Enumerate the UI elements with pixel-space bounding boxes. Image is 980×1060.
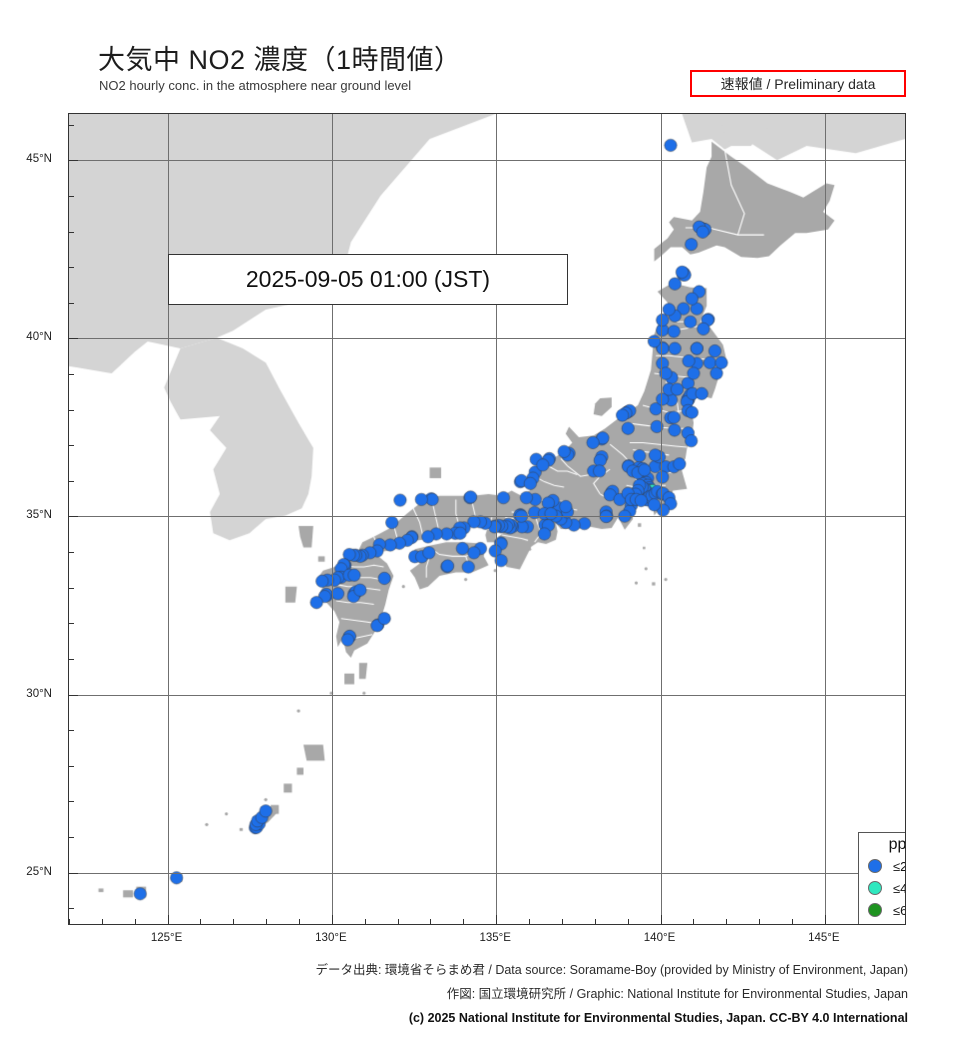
graticule-meridian [496, 114, 498, 924]
y-axis-labels: 45°N 40°N 35°N 30°N 25°N [0, 113, 62, 925]
x-axis-tick [200, 919, 202, 924]
x-axis-tick [364, 919, 366, 924]
legend-row: ≤40 [859, 877, 905, 899]
y-axis-tick [69, 302, 74, 304]
y-axis-tick [69, 587, 74, 589]
graticule-parallel [69, 516, 905, 518]
x-axis-tick [627, 919, 629, 924]
y-axis-tick [69, 231, 74, 233]
x-axis-tick [529, 919, 531, 924]
x-axis-tick [101, 919, 103, 924]
graticule-meridian [331, 114, 333, 924]
y-axis-tick [69, 623, 74, 625]
x-axis-tick [167, 915, 169, 924]
map-canvas [69, 114, 905, 924]
legend-label: ≤100 [893, 925, 906, 926]
x-axis-tick [693, 919, 695, 924]
x-axis-tick [726, 919, 728, 924]
legend-color-dot [868, 903, 882, 917]
x-axis-tick [266, 919, 268, 924]
timestamp-box: 2025-09-05 01:00 (JST) [168, 254, 568, 305]
y-axis-tick [69, 338, 78, 340]
x-axis-tick [759, 919, 761, 924]
y-axis-tick [69, 694, 78, 696]
legend-label: ≤40 [893, 880, 905, 896]
graticule-parallel [69, 694, 905, 696]
x-axis-label: 140°E [643, 932, 676, 944]
y-axis-tick [69, 836, 74, 838]
graticule-meridian [660, 114, 662, 924]
page-subtitle: NO2 hourly conc. in the atmosphere near … [99, 78, 412, 93]
y-axis-label: 25°N [26, 865, 52, 878]
x-axis-label: 130°E [315, 932, 347, 944]
graticule-meridian [167, 114, 169, 924]
graticule-meridian [824, 114, 826, 924]
x-axis-tick [233, 919, 235, 924]
x-axis-tick [331, 915, 333, 924]
preliminary-data-badge: 速報値 / Preliminary data [690, 70, 906, 97]
y-axis-tick [69, 552, 74, 554]
x-axis-tick [430, 919, 432, 924]
y-axis-tick [69, 409, 74, 411]
graticule-parallel [69, 338, 905, 340]
x-axis-tick [134, 919, 136, 924]
legend-row: ≤60 [859, 899, 905, 921]
y-axis-tick [69, 658, 74, 660]
map-plot-area[interactable]: 2025-09-05 01:00 (JST) ppb ≤20 ≤40 ≤60 ≤100… [68, 113, 906, 925]
x-axis-tick [299, 919, 301, 924]
y-axis-label: 45°N [26, 153, 52, 166]
x-axis-tick [594, 919, 596, 924]
legend-title: ppb [888, 836, 906, 853]
x-axis-label: 135°E [479, 932, 511, 944]
x-axis-tick [791, 919, 793, 924]
y-axis-label: 40°N [26, 331, 52, 344]
legend-color-dot [868, 859, 882, 873]
legend-rows: ≤20≤40≤60≤100≤200≤500 [859, 855, 906, 926]
y-axis-tick [69, 160, 78, 162]
y-axis-tick [69, 908, 74, 910]
y-axis-tick [69, 445, 74, 447]
y-axis-tick [69, 124, 74, 126]
y-axis-tick [69, 872, 78, 874]
x-axis-tick [824, 915, 826, 924]
footer: データ出典: 環境省そらまめ君 / Data source: Soramame-… [0, 958, 980, 1060]
y-axis-tick [69, 730, 74, 732]
y-axis-tick [69, 516, 78, 518]
legend-label: ≤60 [893, 902, 905, 918]
y-axis-tick [69, 765, 74, 767]
legend-box: ppb ≤20≤40≤60≤100≤200≤500 [858, 832, 906, 926]
y-axis-tick [69, 801, 74, 803]
footer-line: データ出典: 環境省そらまめ君 / Data source: Soramame-… [315, 963, 908, 977]
y-axis-tick [69, 480, 74, 482]
graticule-parallel [69, 872, 905, 874]
x-axis-tick [463, 919, 465, 924]
x-axis-labels: 125°E 130°E 135°E 140°E 145°E [68, 932, 908, 952]
footer-line: (c) 2025 National Institute for Environm… [408, 1011, 908, 1025]
y-axis-label: 35°N [26, 509, 52, 522]
y-axis-tick [69, 195, 74, 197]
page-title: 大気中 NO2 濃度（1時間値） [98, 45, 462, 75]
y-axis-label: 30°N [26, 687, 52, 700]
graticule-parallel [69, 160, 905, 162]
x-axis-tick [496, 915, 498, 924]
legend-row: ≤100 [859, 921, 906, 926]
legend-color-dot [868, 881, 882, 895]
legend-row: ≤20 [859, 855, 905, 877]
y-axis-tick [69, 267, 74, 269]
x-axis-tick [69, 919, 70, 924]
x-axis-label: 125°E [150, 932, 183, 944]
x-axis-label: 145°E [808, 932, 840, 944]
header: 大気中 NO2 濃度（1時間値） NO2 hourly conc. in the… [0, 0, 980, 113]
legend-label: ≤20 [893, 858, 905, 874]
x-axis-tick [397, 919, 399, 924]
x-axis-tick [561, 919, 563, 924]
x-axis-tick [660, 915, 662, 924]
y-axis-tick [69, 373, 74, 375]
footer-line: 作図: 国立環境研究所 / Graphic: National Institut… [446, 987, 908, 1001]
